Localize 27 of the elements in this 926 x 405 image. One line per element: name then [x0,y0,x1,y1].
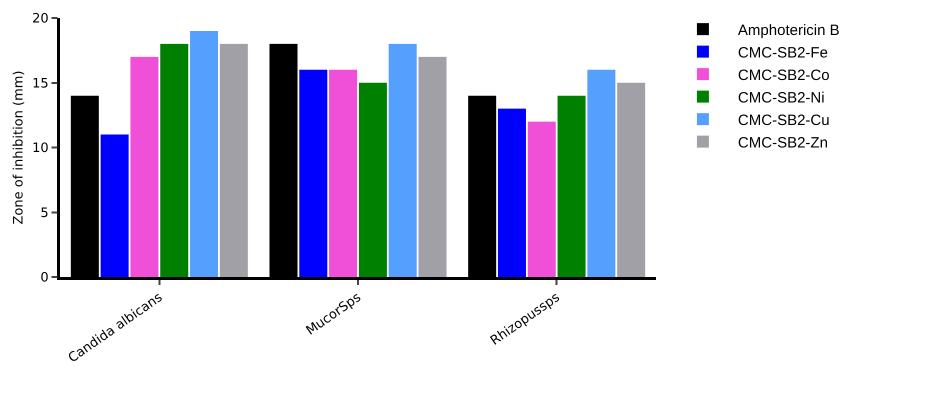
bar [358,82,387,277]
legend-label: Amphotericin B [738,22,840,39]
bar [498,108,526,277]
y-tick-label: 15 [32,76,49,92]
bar [388,44,417,277]
bar [418,56,447,277]
y-tick-label: 0 [40,270,49,286]
y-tick-label: 20 [32,12,49,27]
legend-label: CMC-SB2-Cu [738,112,830,129]
bar [528,122,556,277]
bar [220,44,248,277]
bar [130,56,158,277]
y-axis-title: Zone of inhibition (mm) [12,70,26,224]
bar [617,82,646,277]
bar [299,70,328,277]
bar [190,30,218,277]
legend-label: CMC-SB2-Fe [738,44,828,62]
legend-label: CMC-SB2-Zn [738,134,828,152]
bar [160,44,188,277]
y-tick-label: 5 [40,206,49,221]
legend-label: CMC-SB2-Co [738,66,830,84]
bar [587,70,616,277]
y-tick-label: 10 [32,141,49,156]
bar [100,134,129,277]
bar [329,70,358,277]
legend-label: CMC-SB2-Ni [738,89,825,106]
bar [558,96,586,277]
